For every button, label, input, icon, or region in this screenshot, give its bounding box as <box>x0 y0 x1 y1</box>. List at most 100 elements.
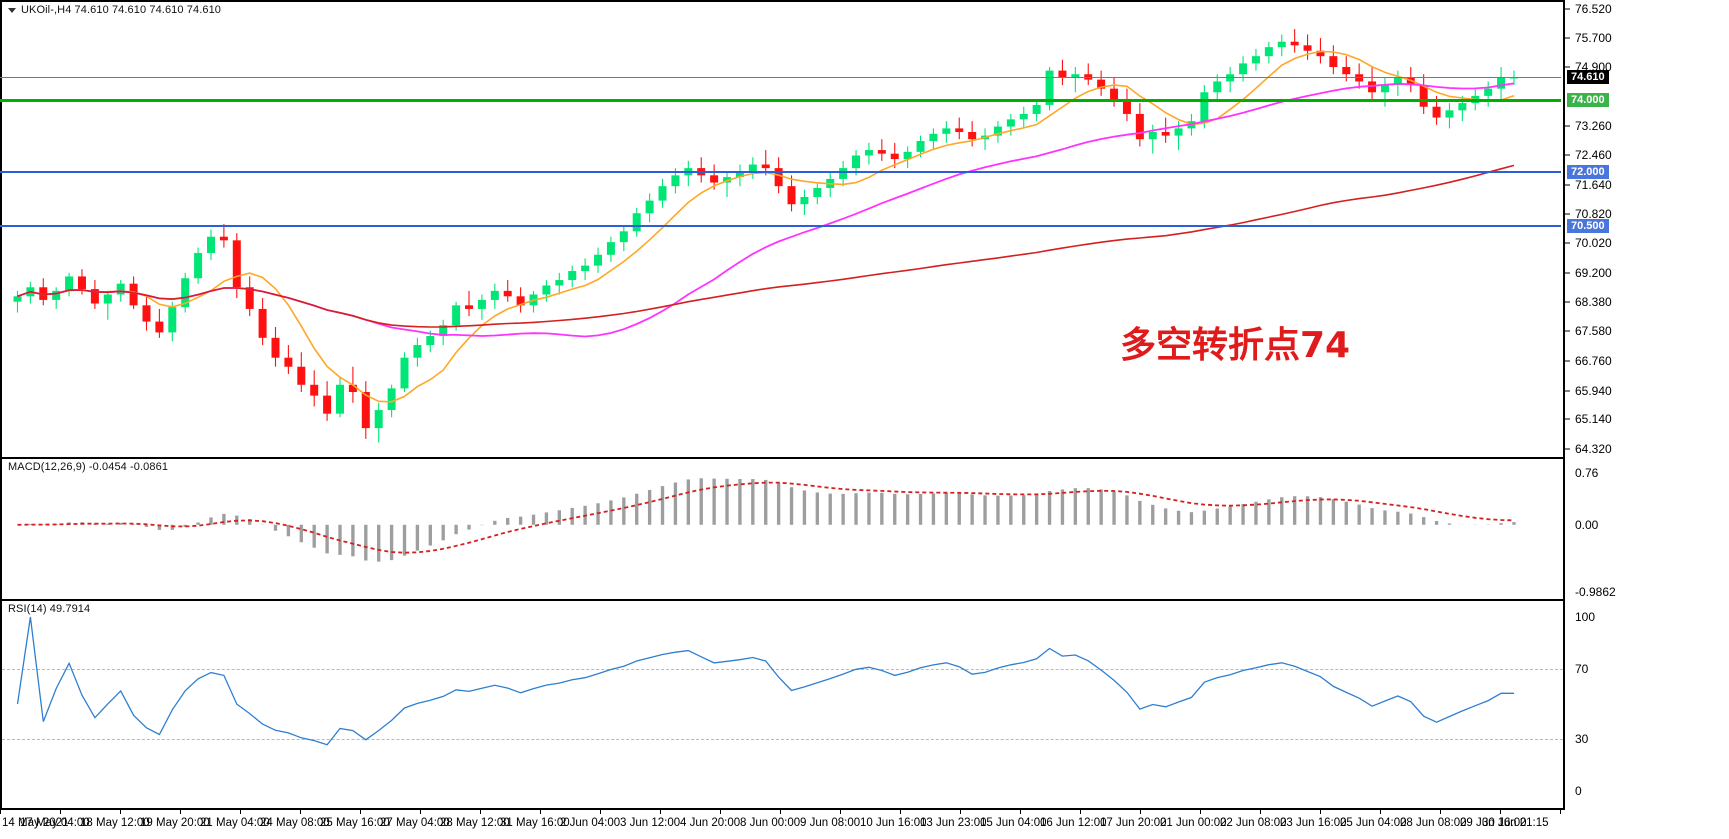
time-axis-separator <box>300 810 301 814</box>
price-line-74000[interactable] <box>0 98 1561 102</box>
time-axis-separator <box>240 810 241 814</box>
price-axis-tick: 70.020 <box>1565 236 1612 250</box>
time-axis-tick: 25 May 16:00 <box>320 817 390 829</box>
price-axis-tick: 76.520 <box>1565 2 1612 16</box>
macd-axis-tick: 0.00 <box>1575 517 1599 532</box>
time-axis-tick: 10 Jun 16:00 <box>860 817 927 829</box>
rsi-layer <box>16 616 1514 746</box>
time-axis-tick: 31 May 16:00 <box>500 817 570 829</box>
time-axis-tick: 8 Jun 00:00 <box>740 817 801 829</box>
time-axis-tick: 28 Jun 08:00 <box>1400 817 1467 829</box>
price-line-70500[interactable] <box>0 224 1561 227</box>
collapse-arrow-icon[interactable] <box>8 7 16 13</box>
time-axis-separator <box>840 810 841 814</box>
frame-top-border <box>0 0 1565 2</box>
rsi-axis-tick: 70 <box>1575 662 1589 677</box>
price-axis-tick: 66.760 <box>1565 354 1612 368</box>
macd-pane[interactable]: MACD(12,26,9) -0.0454 -0.0861 <box>2 459 1563 598</box>
time-axis-tick: 24 May 08:00 <box>260 817 330 829</box>
time-axis-separator <box>1080 810 1081 814</box>
time-axis-separator <box>960 810 961 814</box>
time-axis-tick: 18 May 12:00 <box>80 817 150 829</box>
time-axis-tick: 21 Jun 00:00 <box>1160 817 1227 829</box>
time-axis-tick: 3 Jun 12:00 <box>620 817 681 829</box>
chart-annotation: 多空转折点74 <box>1120 325 1351 366</box>
time-axis-separator <box>540 810 541 814</box>
frame-left-border <box>0 0 2 810</box>
time-axis-tick: 30 Jun 21:15 <box>1482 817 1549 829</box>
macd-header: MACD(12,26,9) -0.0454 -0.0861 <box>8 461 169 473</box>
price-pane[interactable]: UKOil-,H4 74.610 74.610 74.610 74.610 <box>2 2 1563 457</box>
frame-bottom-border <box>0 808 1729 810</box>
time-axis-separator <box>1560 810 1561 814</box>
time-axis-separator <box>1500 810 1501 814</box>
time-axis-separator <box>780 810 781 814</box>
price-axis-tick: 67.580 <box>1565 324 1612 338</box>
time-axis-tick: 2 Jun 04:00 <box>560 817 621 829</box>
pane-separator-1 <box>0 457 1565 459</box>
time-axis-separator <box>180 810 181 814</box>
time-axis-tick: 16 Jun 12:00 <box>1040 817 1107 829</box>
price-axis-tick: 72.460 <box>1565 148 1612 162</box>
macd-axis-tick: 0.76 <box>1575 466 1599 480</box>
time-axis-tick: 28 May 12:00 <box>440 817 510 829</box>
time-axis-separator <box>720 810 721 814</box>
price-axis[interactable]: 76.520 75.700 74.900 73.260 72.460 71.640 70.8… <box>1565 0 1729 810</box>
time-axis-tick: 22 Jun 08:00 <box>1220 817 1287 829</box>
time-axis-tick: 29 Jun 16:00 <box>1460 817 1527 829</box>
time-axis-separator <box>480 810 481 814</box>
price-axis-tick: 70.820 <box>1565 207 1612 221</box>
price-axis-tick: 71.640 <box>1565 178 1612 192</box>
price-candles-layer <box>13 29 1518 443</box>
level-tag-72000[interactable]: 72.000 <box>1567 164 1609 179</box>
axis-divider <box>1563 0 1565 810</box>
symbol-header: UKOil-,H4 74.610 74.610 74.610 74.610 <box>8 4 221 16</box>
time-axis-separator <box>1440 810 1441 814</box>
price-line-72000[interactable] <box>0 170 1561 173</box>
rsi-axis-tick: 0 <box>1575 784 1582 798</box>
time-axis-separator <box>600 810 601 814</box>
rsi-pane[interactable]: RSI(14) 49.7914 <box>2 601 1563 808</box>
time-axis-tick: 4 Jun 20:00 <box>680 817 741 829</box>
time-axis-tick: 17 Jun 20:00 <box>1100 817 1167 829</box>
price-axis-tick: 73.260 <box>1565 119 1612 133</box>
level-tag-70500[interactable]: 70.500 <box>1567 218 1609 233</box>
price-axis-tick: 68.380 <box>1565 295 1612 309</box>
time-axis[interactable]: 14 May 2021 17 May 04:00 18 May 12:00 19 Ma… <box>0 810 1729 839</box>
rsi-guide-30 <box>2 738 1563 740</box>
current-price-tag[interactable]: 74.610 <box>1567 70 1609 85</box>
time-axis-separator <box>1320 810 1321 814</box>
time-axis-tick: 23 Jun 16:00 <box>1280 817 1347 829</box>
price-axis-tick: 65.140 <box>1565 412 1612 426</box>
time-axis-tick: 14 May 2021 <box>2 817 69 829</box>
rsi-guide-70 <box>2 669 1563 671</box>
rsi-header: RSI(14) 49.7914 <box>8 603 91 615</box>
time-axis-separator <box>660 810 661 814</box>
time-axis-separator <box>900 810 901 814</box>
time-axis-tick: 17 May 04:00 <box>20 817 90 829</box>
time-axis-tick: 9 Jun 08:00 <box>800 817 861 829</box>
time-axis-separator <box>120 810 121 814</box>
pane-separator-2 <box>0 599 1565 601</box>
level-tag-74000[interactable]: 74.000 <box>1567 92 1609 107</box>
time-axis-separator <box>1200 810 1201 814</box>
price-axis-tick: 65.940 <box>1565 384 1612 398</box>
time-axis-tick: 25 Jun 04:00 <box>1340 817 1407 829</box>
macd-layer <box>17 478 1516 562</box>
time-axis-separator <box>60 810 61 814</box>
time-axis-separator <box>1140 810 1141 814</box>
time-axis-separator <box>360 810 361 814</box>
price-line-74610 <box>0 77 1561 79</box>
rsi-axis-tick: 30 <box>1575 731 1589 746</box>
macd-axis-tick: -0.9862 <box>1575 585 1616 599</box>
price-axis-tick: 69.200 <box>1565 266 1612 280</box>
time-axis-tick: 15 Jun 04:00 <box>980 817 1047 829</box>
time-axis-tick: 27 May 04:00 <box>380 817 450 829</box>
time-axis-tick: 21 May 04:00 <box>200 817 270 829</box>
price-axis-tick: 64.320 <box>1565 442 1612 456</box>
rsi-axis-tick: 100 <box>1575 610 1596 624</box>
price-axis-tick: 75.700 <box>1565 31 1612 45</box>
time-axis-separator <box>1020 810 1021 814</box>
time-axis-separator <box>420 810 421 814</box>
time-axis-separator <box>0 810 1 814</box>
